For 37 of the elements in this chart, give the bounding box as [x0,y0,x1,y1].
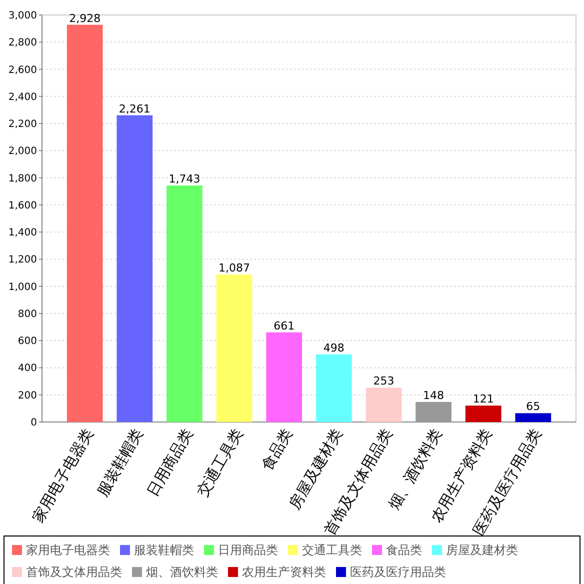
data-label: 661 [274,319,295,332]
y-tick-label: 2,000 [8,146,37,158]
y-tick-label: 600 [18,336,37,348]
y-tick-label: 1,600 [8,200,37,212]
data-label: 2,928 [69,12,101,25]
data-label: 148 [423,388,444,402]
y-tick-label: 200 [18,390,37,402]
y-tick-label: 400 [18,363,37,374]
y-tick-label: 3,000 [8,10,37,22]
legend-label: 房屋及建材类 [446,543,518,558]
y-tick-label: 1,800 [8,173,37,184]
y-tick-label: 800 [18,308,37,320]
legend-label: 医药及医疗用品类 [350,565,446,580]
x-tick-label: 食品类 [258,426,296,474]
y-tick-label: 2,400 [8,92,37,103]
y-tick-label: 2,200 [8,119,37,130]
data-label: 65 [526,400,540,414]
legend-label: 家用电子电器类 [26,543,110,558]
data-label: 1,743 [168,172,200,186]
data-label: 2,261 [118,102,150,116]
legend-label: 服装鞋帽类 [134,543,194,558]
y-tick-label: 0 [30,418,37,428]
data-label: 1,087 [218,262,250,275]
data-label: 121 [472,392,494,406]
legend-label: 农用生产资料类 [242,565,326,580]
legend-label: 交通工具类 [302,543,362,558]
legend-label: 烟、酒饮料类 [146,565,218,580]
y-tick-label: 1,400 [8,228,37,239]
legend-label: 食品类 [386,543,422,558]
y-tick-label: 1,000 [8,282,37,293]
legend-label: 日用商品类 [218,543,278,558]
legend-label: 首饰及文体用品类 [26,565,122,580]
y-tick-label: 1,200 [8,254,37,266]
y-tick-label: 2,600 [8,64,37,76]
y-tick-label: 2,800 [8,38,37,49]
data-label: 498 [323,341,344,354]
data-label: 253 [373,374,394,388]
